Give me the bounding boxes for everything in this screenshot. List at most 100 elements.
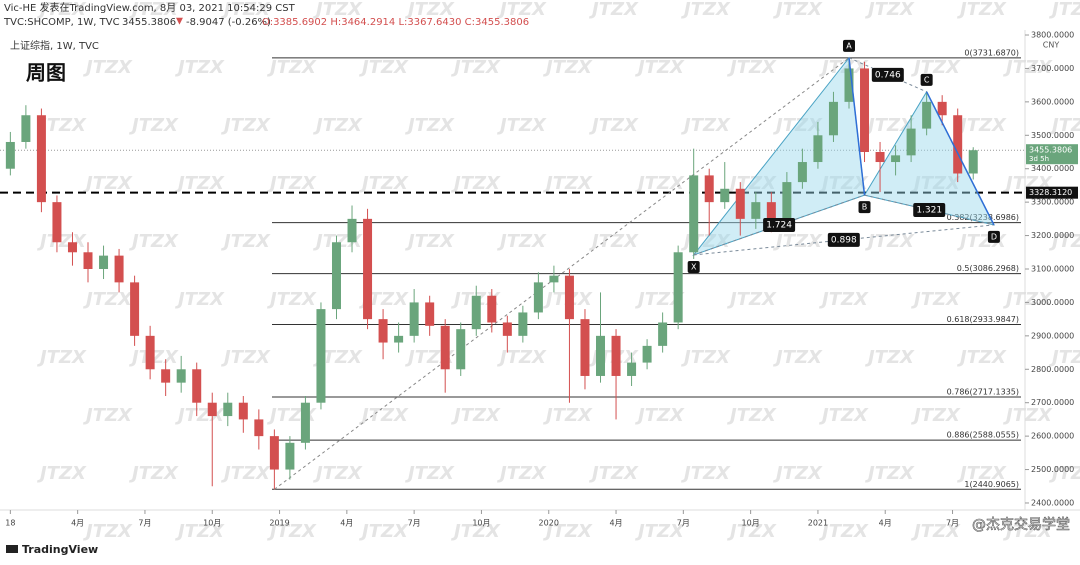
watermark: JTZX [267,289,317,310]
x-tick-label: 2021 [808,519,828,528]
candle-body [300,402,310,443]
candle-body [828,101,838,136]
candle-body [254,419,264,437]
watermark: JTZX [1003,289,1053,310]
watermark: JTZX [37,0,87,20]
candle-body [766,202,776,219]
candle-body [891,155,901,163]
ratio-label: 0.898 [831,235,857,245]
watermark: JTZX [773,347,823,368]
watermark: JTZX [175,521,225,542]
y-tick-label: 3300.0000 [1031,198,1074,207]
logo: TradingView [6,543,98,556]
watermark: JTZX [1003,57,1053,78]
watermark: JTZX [221,463,271,484]
fib-label: 1(2440.9065) [964,480,1019,489]
watermark: JTZX [635,57,685,78]
watermark: JTZX [911,289,961,310]
watermark: JTZX [129,115,179,136]
x-tick-label: 7月 [677,519,690,528]
candle-body [456,329,466,370]
watermark: JTZX [37,231,87,252]
watermark: JTZX [635,289,685,310]
last-price-box [1026,144,1078,165]
symbol: TVC:SHCOMP, 1W, TVC [3,17,120,28]
watermark: JTZX [359,173,409,194]
y-tick-label: 2900.0000 [1031,331,1074,340]
candle-body [813,135,823,163]
candle-body [953,115,963,174]
ratio-box [871,67,904,82]
watermark: JTZX [83,57,133,78]
watermark: JTZX [543,405,593,426]
watermark: JTZX [773,115,823,136]
ratio-box [763,218,796,233]
watermark: JTZX [313,347,363,368]
candle-body [797,162,807,183]
watermark: JTZX [1049,231,1080,252]
point-label: X [691,262,697,271]
watermark: JTZX [1049,0,1080,20]
watermark: JTZX [37,115,87,136]
candle-body [564,275,574,320]
watermark: JTZX [359,521,409,542]
logo-icon [6,545,18,553]
candle-body [145,335,155,370]
point-label-box [842,39,855,52]
candle-body [52,202,62,243]
watermark: JTZX [83,405,133,426]
x-tick-label: 7月 [946,519,959,528]
watermark: JTZX [589,463,639,484]
watermark: JTZX [865,347,915,368]
candle-body [875,152,885,163]
fib-label: 0.5(3086.2968) [957,264,1019,273]
watermark: JTZX [819,57,869,78]
watermark: JTZX [635,405,685,426]
point-label-box [687,260,700,273]
credit: @杰克交易学堂 [972,516,1070,533]
watermark: JTZX [83,289,133,310]
candle-body [378,319,388,343]
watermark: JTZX [83,173,133,194]
y-tick-label: 3800.0000 [1031,31,1074,40]
candle-body [425,302,435,326]
x-tick-label: 4月 [879,519,892,528]
candle-body [487,295,497,323]
support-label: 3328.3120 [1029,188,1072,197]
watermark: JTZX [681,115,731,136]
watermark: JTZX [635,173,685,194]
candle-body [316,309,326,403]
candle-body [269,436,279,470]
watermark: JTZX [267,173,317,194]
candle-body [502,322,512,336]
watermark: JTZX [405,231,455,252]
y-tick-label: 2700.0000 [1031,398,1074,407]
publish-line: Vic-HE 发表在TradingView.com, 8月 03, 2021 1… [4,1,296,14]
watermark: JTZX [957,115,1007,136]
watermark: JTZX [911,521,961,542]
watermark: JTZX [865,463,915,484]
watermark: JTZX [865,231,915,252]
watermark: JTZX [727,405,777,426]
watermark: JTZX [589,115,639,136]
watermark: JTZX [911,173,961,194]
watermark: JTZX [773,0,823,20]
ratio-label: 1.321 [916,206,942,216]
watermark: JTZX [451,57,501,78]
candle-body [673,252,683,323]
watermark: JTZX [497,0,547,20]
y-tick-label: 3100.0000 [1031,264,1074,273]
candle-body [36,115,46,203]
y-tick-label: 2600.0000 [1031,432,1074,441]
y-tick-label: 3700.0000 [1031,64,1074,73]
watermark: JTZX [1049,115,1080,136]
watermark: JTZX [451,521,501,542]
candle-body [533,282,543,313]
watermark: JTZX [589,231,639,252]
watermark: JTZX [497,463,547,484]
ratio-box [913,203,946,217]
y-tick-label: 2500.0000 [1031,465,1074,474]
watermark: JTZX [359,57,409,78]
x-tick-label: 7月 [138,519,151,528]
